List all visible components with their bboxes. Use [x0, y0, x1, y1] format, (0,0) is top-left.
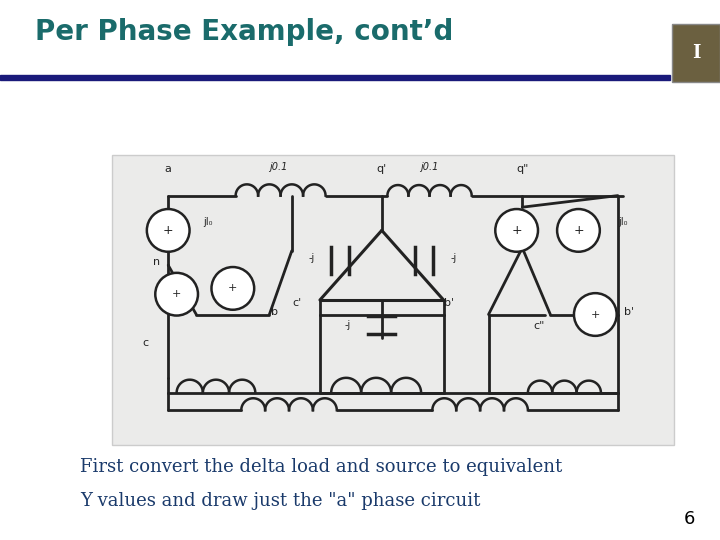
Text: jI₀: jI₀ — [618, 217, 628, 227]
Circle shape — [574, 293, 616, 336]
Text: -j: -j — [345, 320, 351, 329]
Text: +: + — [163, 224, 174, 237]
Circle shape — [156, 273, 198, 315]
Circle shape — [557, 209, 600, 252]
Text: Per Phase Example, cont’d: Per Phase Example, cont’d — [35, 18, 454, 46]
Text: +: + — [228, 284, 238, 293]
Text: b: b — [271, 307, 279, 316]
Text: c": c" — [534, 321, 545, 331]
Text: First convert the delta load and source to equivalent: First convert the delta load and source … — [80, 458, 562, 476]
Text: +: + — [590, 309, 600, 320]
Text: -j: -j — [308, 253, 315, 263]
Text: +: + — [573, 224, 584, 237]
Text: 6: 6 — [683, 510, 695, 528]
Text: b': b' — [624, 307, 634, 316]
Text: +: + — [511, 224, 522, 237]
Text: -j: -j — [451, 253, 456, 263]
Text: +: + — [172, 289, 181, 299]
Text: q": q" — [516, 165, 528, 174]
Bar — [0, 75, 670, 80]
Text: b': b' — [444, 298, 454, 308]
Text: a: a — [165, 165, 171, 174]
Bar — [672, 24, 720, 82]
Bar — [112, 155, 674, 445]
Text: j0.1: j0.1 — [269, 161, 287, 172]
Text: I: I — [692, 44, 701, 62]
Circle shape — [147, 209, 189, 252]
Text: q': q' — [377, 165, 387, 174]
Text: jI₀: jI₀ — [203, 217, 212, 227]
Circle shape — [212, 267, 254, 310]
Circle shape — [495, 209, 538, 252]
Text: c': c' — [293, 298, 302, 308]
Text: n: n — [153, 257, 161, 267]
Text: Y values and draw just the "a" phase circuit: Y values and draw just the "a" phase cir… — [80, 492, 480, 510]
Text: j0.1: j0.1 — [420, 161, 438, 172]
Text: c: c — [143, 339, 149, 348]
